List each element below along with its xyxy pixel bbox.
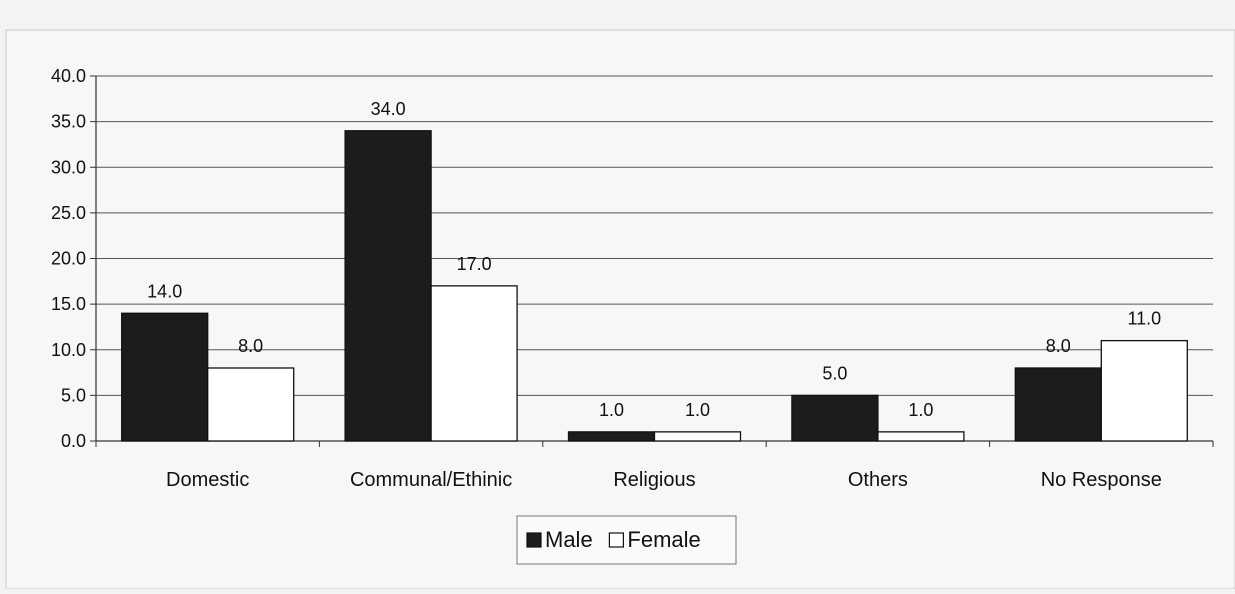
y-tick-label: 15.0 — [51, 294, 86, 314]
bar-male — [121, 312, 209, 442]
x-tick-label: No Response — [1041, 469, 1162, 491]
y-tick-label: 30.0 — [51, 157, 86, 177]
bars — [121, 130, 1188, 442]
bar-male — [1014, 367, 1102, 442]
bar-male — [567, 431, 656, 442]
data-label: 1.0 — [599, 400, 624, 420]
legend-swatch-female — [608, 532, 625, 548]
legend-box — [516, 515, 737, 565]
data-label: 14.0 — [147, 281, 182, 301]
data-label: 17.0 — [457, 254, 492, 274]
bar-female — [430, 285, 518, 442]
data-label: 5.0 — [822, 363, 847, 383]
y-tick-label: 20.0 — [51, 249, 86, 269]
chart-frame — [5, 29, 1235, 590]
legend-swatch-male — [526, 532, 542, 548]
data-labels: 14.0 8.0 34.0 17.0 1.0 1.0 5.0 1.0 8.0 11.0 — [147, 99, 1161, 420]
y-tick-label: 0.0 — [61, 431, 86, 451]
y-tick-label: 40.0 — [51, 66, 86, 86]
bar-male — [344, 130, 432, 442]
bar-female — [653, 431, 742, 442]
y-tick-label: 35.0 — [51, 112, 86, 132]
x-tick-label: Domestic — [166, 469, 249, 491]
bar-male — [791, 394, 879, 442]
data-label: 8.0 — [238, 336, 263, 356]
legend-label-female: Female — [627, 527, 700, 552]
data-label: 34.0 — [371, 99, 406, 119]
bar-female — [207, 367, 295, 442]
legend: Male Female — [516, 515, 737, 565]
y-tick-label: 10.0 — [51, 340, 86, 360]
x-tick-label: Religious — [613, 469, 695, 491]
x-tick-label: Others — [848, 469, 908, 491]
legend-label-male: Male — [545, 527, 593, 552]
data-label: 1.0 — [908, 400, 933, 420]
data-label: 1.0 — [685, 400, 710, 420]
axes: 0.0 5.0 10.0 15.0 20.0 25.0 30.0 35.0 40.0 Domest… — [51, 66, 1214, 491]
y-tick-label: 5.0 — [61, 385, 86, 405]
y-tick-label: 25.0 — [51, 203, 86, 223]
bar-female — [877, 431, 965, 442]
bar-female — [1100, 339, 1188, 442]
x-tick-label: Communal/Ethinic — [350, 469, 512, 491]
data-label: 8.0 — [1046, 336, 1071, 356]
data-label: 11.0 — [1127, 309, 1161, 329]
